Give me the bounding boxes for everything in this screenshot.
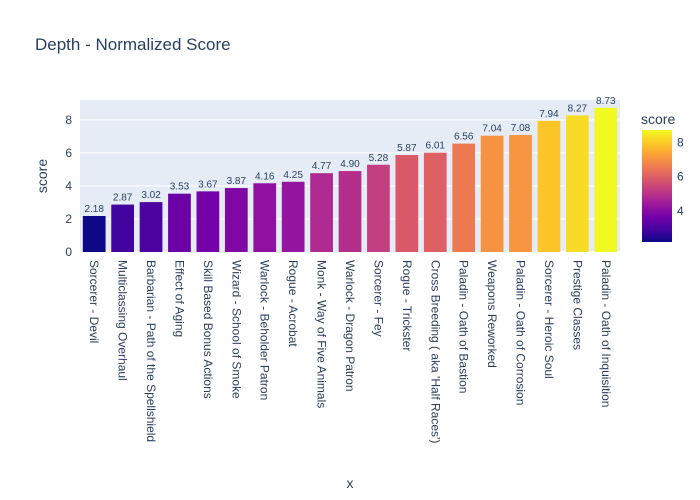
x-tick-label: Sorcerer - Heroic Soul — [542, 260, 556, 379]
x-tick-label: Prestige Classes — [570, 260, 584, 350]
x-tick-label: Paladin - Oath of Corrosion — [514, 260, 528, 405]
bar — [480, 135, 504, 252]
bar-value-label: 5.28 — [369, 153, 389, 164]
x-tick-label: Warlock - Dragon Patron — [343, 260, 357, 392]
bar-value-label: 7.04 — [482, 124, 502, 135]
bar-value-label: 8.27 — [568, 103, 588, 114]
bar-value-label: 3.02 — [141, 190, 161, 201]
bar — [111, 204, 134, 252]
bar — [139, 202, 163, 252]
y-tick-label: 8 — [65, 113, 72, 127]
bar — [82, 215, 106, 252]
bar-value-label: 7.94 — [539, 109, 559, 120]
x-tick-label: Monk - Way of Five Animals — [315, 260, 329, 408]
bar — [224, 188, 248, 252]
x-tick-label: Weapons Reworked — [485, 260, 499, 368]
bar — [452, 143, 476, 252]
bars — [82, 107, 618, 253]
colorbar-tick-label: 6 — [677, 170, 684, 184]
x-tick-label: Sorcerer - Devil — [87, 260, 101, 343]
bar-value-label: 2.18 — [84, 204, 104, 215]
bar — [594, 107, 618, 252]
x-tick-label: Multiclassing Overhaul — [116, 260, 130, 381]
bar-value-label: 7.08 — [511, 123, 531, 134]
bar — [367, 164, 390, 252]
y-tick-label: 6 — [65, 146, 72, 160]
bar-value-label: 4.25 — [283, 170, 303, 181]
colorbar-tick-label: 8 — [677, 135, 684, 149]
x-tick-label: Rogue - Acrobat — [286, 260, 300, 347]
x-tick-label: Wizard - School of Smoke — [229, 260, 243, 399]
x-tick-label: Cross Breeding ( aka 'Half Races') — [428, 260, 442, 443]
y-tick-label: 0 — [65, 245, 72, 259]
x-axis-ticks: Sorcerer - Devil Multiclassing Overhaul Ba… — [87, 260, 613, 443]
bar — [509, 135, 532, 252]
y-axis-ticks: 0 2 4 6 8 — [65, 113, 72, 259]
bar — [338, 171, 362, 252]
bar — [537, 120, 561, 253]
x-tick-label: Skill Based Bonus Actions — [201, 260, 215, 399]
bar — [253, 183, 277, 252]
chart-title: Depth - Normalized Score — [35, 35, 231, 54]
bar-value-label: 6.01 — [426, 141, 446, 152]
colorbar — [642, 130, 672, 242]
bar-value-label: 4.16 — [255, 171, 275, 182]
bar — [423, 152, 447, 252]
y-tick-label: 2 — [65, 212, 72, 226]
bar-value-label: 3.53 — [170, 182, 190, 193]
bar-labels: 2.18 2.87 3.02 3.53 3.67 3.87 4.16 4.25 4.77 4.90… — [84, 96, 615, 215]
x-tick-label: Effect of Aging — [172, 260, 186, 337]
bar-value-label: 4.77 — [312, 161, 332, 172]
x-tick-label: Warlock - Beholder Patron — [258, 260, 272, 400]
bar-value-label: 6.56 — [454, 132, 474, 143]
bar-value-label: 3.87 — [227, 176, 247, 187]
x-axis-title: x — [347, 475, 354, 491]
bar — [310, 173, 333, 252]
bar — [395, 155, 419, 252]
x-tick-label: Sorcerer - Fey — [371, 260, 385, 337]
x-tick-label: Paladin - Oath of Bastion — [457, 260, 471, 393]
x-tick-label: Barbarian - Path of the Spellshield — [144, 260, 158, 442]
bar — [196, 191, 220, 252]
colorbar-ticks: 4 6 8 — [677, 135, 684, 217]
bar-value-label: 5.87 — [397, 143, 417, 154]
bar — [281, 181, 305, 252]
y-tick-label: 4 — [65, 179, 72, 193]
bar — [566, 115, 589, 252]
y-axis-title: score — [34, 159, 50, 193]
colorbar-tick-label: 4 — [677, 204, 684, 218]
x-tick-label: Paladin - Oath of Inquisition — [599, 260, 613, 407]
bar-value-label: 8.73 — [596, 96, 616, 107]
bar-value-label: 3.67 — [198, 179, 218, 190]
bar-value-label: 2.87 — [113, 193, 133, 204]
bar-value-label: 4.90 — [340, 159, 360, 170]
bar — [168, 193, 191, 252]
x-tick-label: Rogue - Trickster — [400, 260, 414, 351]
colorbar-title: score — [641, 111, 675, 127]
